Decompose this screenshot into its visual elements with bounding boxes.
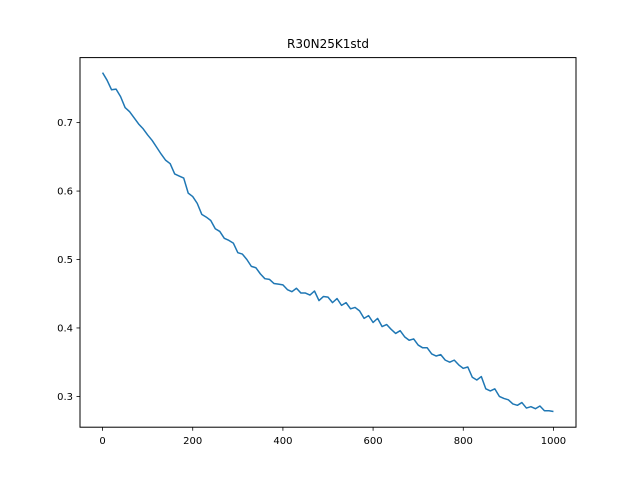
x-tick-label: 600 [364,436,383,447]
plot-area [79,57,577,428]
series-layer [101,72,554,413]
y-tick-label: 0.6 [57,187,73,198]
x-axis: 0 200 400 600 800 1000 [99,427,566,447]
chart-title: R30N25K1std [287,37,369,51]
x-tick-label: 1000 [541,436,566,447]
series-line-0 [101,72,554,413]
y-tick-label: 0.3 [57,392,73,403]
x-tick-label: 200 [183,436,202,447]
x-tick-label: 400 [273,436,292,447]
y-axis: 0.3 0.4 0.5 0.6 0.7 [57,118,80,403]
x-tick-label: 800 [454,436,473,447]
y-tick-label: 0.4 [57,323,73,334]
x-tick-label: 0 [99,436,105,447]
y-tick-label: 0.7 [57,118,73,129]
y-tick-label: 0.5 [57,255,73,266]
